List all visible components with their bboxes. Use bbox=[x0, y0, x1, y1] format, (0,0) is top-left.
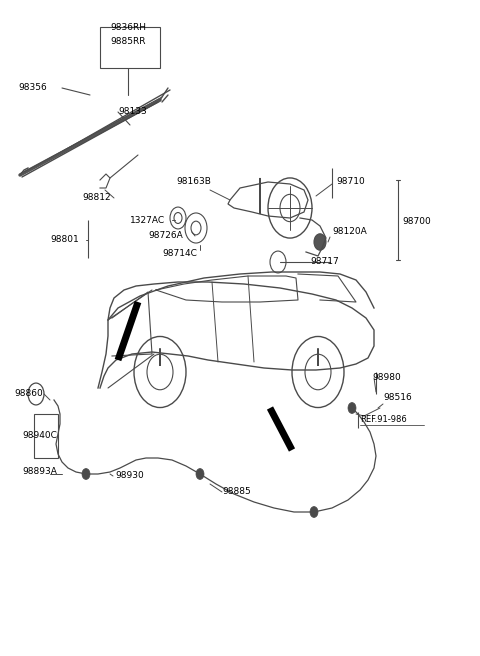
Text: 98710: 98710 bbox=[336, 178, 365, 186]
Text: 98940C: 98940C bbox=[22, 432, 57, 440]
Bar bbox=[100, 28, 160, 68]
Bar bbox=[34, 414, 58, 458]
Text: 98714C: 98714C bbox=[162, 249, 197, 258]
Text: 98133: 98133 bbox=[118, 108, 147, 117]
Text: 9885RR: 9885RR bbox=[110, 37, 145, 47]
Circle shape bbox=[310, 506, 318, 518]
Text: 98885: 98885 bbox=[222, 487, 251, 497]
Circle shape bbox=[314, 234, 326, 250]
Text: 98930: 98930 bbox=[115, 472, 144, 480]
Text: 98893A: 98893A bbox=[22, 468, 57, 476]
Circle shape bbox=[348, 403, 356, 413]
Text: 98801: 98801 bbox=[50, 236, 79, 245]
Text: 98726A: 98726A bbox=[148, 232, 183, 241]
Text: REF.91-986: REF.91-986 bbox=[360, 415, 407, 424]
Text: 98163B: 98163B bbox=[176, 178, 211, 186]
Text: 98356: 98356 bbox=[18, 83, 47, 92]
Text: 98860: 98860 bbox=[14, 390, 43, 398]
Circle shape bbox=[196, 468, 204, 480]
Text: 98980: 98980 bbox=[372, 373, 401, 382]
Text: 1327AC: 1327AC bbox=[130, 216, 165, 224]
Text: 9836RH: 9836RH bbox=[110, 24, 146, 33]
Text: 98717: 98717 bbox=[310, 258, 339, 266]
Text: 98700: 98700 bbox=[402, 218, 431, 226]
Text: 98120A: 98120A bbox=[332, 228, 367, 237]
Circle shape bbox=[82, 468, 90, 480]
Text: 98516: 98516 bbox=[383, 394, 412, 403]
Text: 98812: 98812 bbox=[82, 194, 110, 203]
